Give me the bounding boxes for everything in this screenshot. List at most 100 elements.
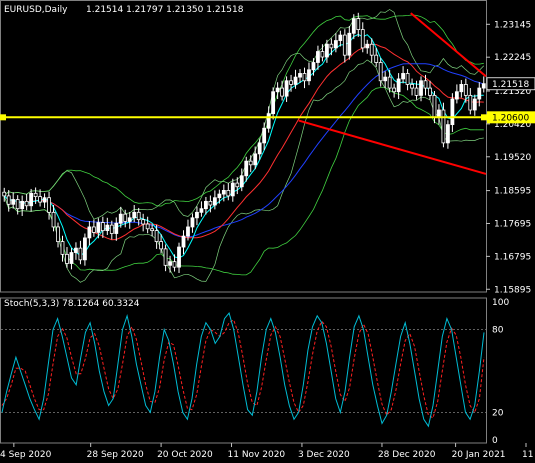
candle-body	[181, 235, 186, 248]
candle-body	[42, 197, 47, 203]
candle-body	[459, 84, 464, 93]
inner-band-lower-line	[3, 59, 484, 283]
candle-body	[280, 87, 284, 97]
candle-body	[145, 223, 150, 230]
candle-body	[333, 40, 338, 49]
candle-body	[423, 80, 428, 89]
stoch-tick-label: 20	[492, 408, 504, 418]
candle-body	[38, 196, 42, 203]
time-tick-label: 28 Dec 2020	[378, 450, 436, 460]
level-price-box	[487, 111, 535, 124]
price-tick-label: 1.22245	[494, 53, 531, 63]
candle-body	[199, 208, 204, 213]
candle-body	[11, 199, 16, 205]
candle-body	[298, 73, 302, 78]
candle-body	[136, 211, 141, 221]
candle-body	[387, 76, 392, 89]
candle-body	[114, 222, 119, 234]
candle-body	[481, 83, 486, 89]
stochastic-plot[interactable]	[1, 311, 486, 428]
bollinger-lower-line	[3, 87, 484, 276]
time-tick-label: 4 Sep 2020	[0, 450, 52, 460]
candle-body	[472, 98, 477, 111]
candle-body	[329, 43, 334, 49]
level-price-label: 1.20600	[492, 113, 529, 123]
candle-body	[266, 113, 271, 129]
candle-body	[446, 124, 450, 144]
candle-body	[74, 247, 78, 253]
candle-body	[127, 217, 132, 222]
candle-body	[20, 200, 25, 210]
ma-blue-line	[3, 63, 484, 238]
axes: 1.23145 1.22245 1.21320 1.20420 1.19520 1.185…	[0, 20, 535, 460]
candle-body	[419, 80, 423, 96]
candle-body	[2, 191, 7, 197]
stoch-signal-line	[1, 319, 485, 419]
stoch-panel-border	[0, 297, 487, 444]
candle-body	[56, 226, 60, 242]
time-tick-label: 3 Dec 2020	[298, 450, 350, 460]
candle-body	[396, 78, 401, 93]
price-tick-label: 1.16795	[494, 252, 531, 262]
candle-body	[293, 76, 298, 85]
candle-body	[172, 261, 177, 268]
candle-body	[105, 224, 110, 232]
candle-body	[262, 127, 267, 144]
candle-body	[275, 87, 280, 93]
price-tick-label: 1.15895	[494, 285, 531, 295]
candle-body	[360, 29, 365, 49]
chart-frame	[0, 0, 487, 444]
candle-body	[347, 32, 352, 56]
candle-body	[235, 182, 240, 188]
candle-body	[428, 87, 432, 96]
candle-body	[468, 94, 473, 111]
current-price-box	[486, 77, 535, 91]
candle-body	[253, 153, 258, 166]
candle-body	[410, 84, 414, 89]
candle-body	[83, 237, 87, 261]
candle-body	[163, 248, 168, 266]
price-plot[interactable]	[0, 9, 487, 283]
price-tick-label: 1.21320	[494, 87, 531, 97]
time-tick-label: 20 Jan 2021	[452, 450, 506, 460]
price-tick-label: 1.19520	[494, 153, 531, 163]
candle-body	[168, 261, 172, 266]
candle-body	[284, 80, 289, 97]
candle-body	[383, 76, 388, 82]
candle-body	[477, 87, 482, 100]
candle-body	[221, 190, 226, 195]
time-tick-label: 11 Nov 2020	[228, 450, 286, 460]
candle-body	[132, 211, 137, 219]
chart-symbol: EURUSD,Daily	[4, 5, 68, 15]
price-tick-label: 1.23145	[494, 20, 531, 30]
ma-red-line	[3, 44, 484, 241]
candle-body	[186, 226, 190, 237]
candle-body	[24, 200, 29, 207]
candle-body	[405, 73, 410, 85]
candle-body	[15, 199, 20, 210]
price-tick-label: 1.17695	[494, 219, 531, 229]
candle-body	[401, 73, 405, 80]
candle-body	[65, 253, 69, 264]
candle-body	[356, 18, 361, 31]
candle-body	[51, 211, 56, 228]
candle-body	[311, 62, 316, 71]
level-marker-left	[0, 114, 6, 121]
candle-body	[87, 226, 92, 239]
candle-body	[450, 98, 455, 126]
time-tick-label: 20 Oct 2020	[157, 450, 213, 460]
candle-body	[441, 109, 446, 144]
stoch-tick-label: 0	[492, 436, 498, 446]
candle-body	[432, 94, 437, 118]
candle-body	[159, 241, 163, 250]
candle-body	[212, 197, 217, 206]
candle-body	[244, 160, 249, 177]
candle-body	[69, 252, 74, 264]
stoch-tick-label: 80	[492, 326, 504, 336]
current-price-label: 1.21518	[492, 80, 529, 90]
chart-ohlc: 1.21514 1.21797 1.21350 1.21518	[86, 5, 244, 15]
candle-body	[342, 34, 347, 56]
candle-body	[109, 224, 114, 234]
price-tick-label: 1.18595	[494, 187, 531, 197]
